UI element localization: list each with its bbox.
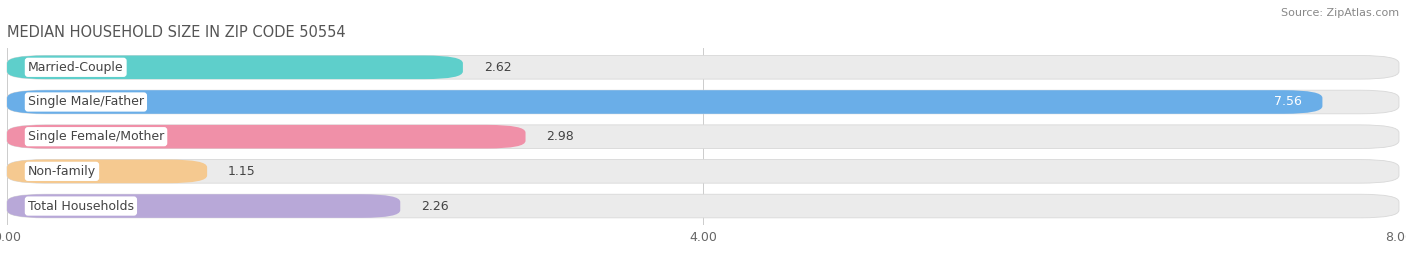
FancyBboxPatch shape <box>7 194 401 218</box>
Text: Source: ZipAtlas.com: Source: ZipAtlas.com <box>1281 8 1399 18</box>
Text: Single Male/Father: Single Male/Father <box>28 95 143 109</box>
Text: 2.26: 2.26 <box>422 200 449 213</box>
FancyBboxPatch shape <box>7 55 1399 79</box>
FancyBboxPatch shape <box>7 194 1399 218</box>
FancyBboxPatch shape <box>7 90 1399 114</box>
Text: MEDIAN HOUSEHOLD SIZE IN ZIP CODE 50554: MEDIAN HOUSEHOLD SIZE IN ZIP CODE 50554 <box>7 25 346 40</box>
FancyBboxPatch shape <box>7 90 1323 114</box>
FancyBboxPatch shape <box>7 125 526 148</box>
Text: Non-family: Non-family <box>28 165 96 178</box>
FancyBboxPatch shape <box>7 55 463 79</box>
Text: 1.15: 1.15 <box>228 165 256 178</box>
FancyBboxPatch shape <box>7 159 207 183</box>
Text: 7.56: 7.56 <box>1274 95 1302 109</box>
Text: Single Female/Mother: Single Female/Mother <box>28 130 165 143</box>
FancyBboxPatch shape <box>7 125 1399 148</box>
Text: 2.98: 2.98 <box>547 130 574 143</box>
Text: Total Households: Total Households <box>28 200 134 213</box>
Text: Married-Couple: Married-Couple <box>28 61 124 74</box>
Text: 2.62: 2.62 <box>484 61 512 74</box>
FancyBboxPatch shape <box>7 159 1399 183</box>
